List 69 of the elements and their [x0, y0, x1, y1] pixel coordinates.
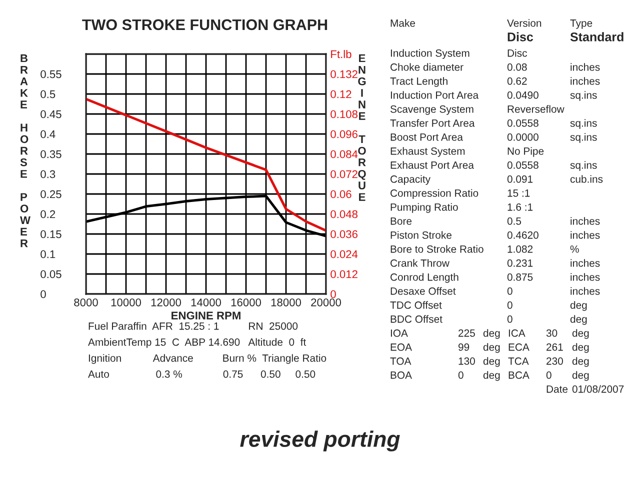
chart-title: TWO STROKE FUNCTION GRAPH [82, 19, 328, 30]
y-tick-label: 0.4 [40, 130, 56, 138]
text: BDC Offset 0 deg [390, 315, 587, 325]
y2-tick-label: 0.132 [330, 70, 358, 78]
y-tick-label: 0.1 [40, 250, 56, 258]
text: Ignition Advance Burn % Triangle Ratio [88, 354, 326, 364]
text: EOA 99 deg ECA 261 deg [390, 343, 589, 353]
text: Desaxe Offset 0 inches [390, 287, 600, 295]
text: Make Version Type [390, 19, 592, 29]
text: Exhaust Port Area 0.0558 sq.ins [390, 161, 597, 171]
y2-tick-label: 0.06 [330, 190, 352, 198]
y-tick-label: 0.05 [40, 270, 62, 278]
y-tick-label: 0.3 [40, 170, 56, 178]
x-axis-title: ENGINE RPM [172, 312, 240, 320]
y2-tick-label: 0 [330, 290, 336, 298]
x-tick-label: 20000 [311, 298, 342, 306]
y2-tick-label: 0.048 [330, 210, 358, 218]
text: IOA 225 deg ICA 30 deg [390, 329, 589, 339]
text: Bore 0.5 inches [390, 217, 600, 225]
y-tick-label: 0.45 [40, 110, 62, 118]
y2-tick-label: 0.012 [330, 270, 358, 278]
text: TOA 130 deg TCA 230 deg [390, 357, 589, 367]
text: Pumping Ratio 1.6 :1 [390, 203, 533, 213]
text: AmbientTemp 15 C ABP 14.690 Altitude 0 ft [88, 338, 306, 348]
text: BOA 0 deg BCA 0 deg [390, 371, 589, 381]
y-tick-label: 0.55 [40, 70, 62, 78]
y2-tick-label: 0.072 [330, 170, 358, 178]
text: Capacity 0.091 cub.ins [390, 175, 603, 185]
text: Induction Port Area 0.0490 sq.ins [390, 91, 597, 101]
y2-tick-label: Ft.lb [331, 50, 352, 58]
text: Choke diameter 0.08 inches [390, 63, 600, 71]
y-tick-label: 0.2 [40, 210, 56, 218]
y2-tick-label: 0.108 [330, 110, 358, 118]
y2-tick-label: 0.12 [330, 90, 352, 98]
text: Auto 0.3 % 0.75 0.50 0.50 [88, 370, 316, 378]
text: TDC Offset 0 deg [390, 301, 587, 311]
text: Induction System Disc [390, 49, 527, 59]
x-tick-label: 18000 [271, 298, 302, 306]
x-tick-label: 8000 [74, 298, 98, 306]
text: revised porting [240, 430, 400, 452]
text: Boost Port Area 0.0000 sq.ins [390, 133, 597, 143]
text: ENGINE TORQUE [358, 54, 366, 201]
text: Bore to Stroke Ratio 1.082 % [390, 245, 579, 253]
text: Piston Stroke 0.4620 inches [390, 231, 600, 239]
text: Tract Length 0.62 inches [390, 77, 600, 87]
text: BRAKE HORSE POWER [20, 54, 30, 248]
y2-tick-label: 0.084 [330, 150, 358, 158]
y-tick-label: 0.15 [40, 230, 62, 238]
y2-tick-label: 0.024 [330, 250, 358, 258]
text: Crank Throw 0.231 inches [390, 259, 600, 267]
x-tick-label: 12000 [151, 298, 182, 306]
x-tick-label: 10000 [111, 298, 142, 306]
line-series [86, 98, 326, 232]
y-tick-label: 0.25 [40, 190, 62, 198]
text: Conrod Length 0.875 inches [390, 273, 600, 283]
text: Compression Ratio 15 :1 [390, 189, 530, 199]
y2-tick-label: 0.036 [330, 230, 358, 238]
text: Date 01/08/2007 [546, 385, 624, 393]
y-tick-label: 0.35 [40, 150, 62, 158]
text: Disc Standard [508, 32, 624, 42]
text: Transfer Port Area 0.0558 sq.ins [390, 119, 597, 129]
y-tick-label: 0.5 [40, 90, 56, 98]
y2-tick-label: 0.096 [330, 130, 358, 138]
y-tick-label: 0 [40, 290, 46, 298]
x-tick-label: 14000 [191, 298, 222, 306]
text: Exhaust System No Pipe [390, 147, 544, 157]
text: Fuel Paraffin AFR 15.25 : 1 RN 25000 [88, 322, 298, 330]
x-tick-label: 16000 [231, 298, 262, 306]
text: Scavenge System Reverseflow [390, 105, 564, 115]
